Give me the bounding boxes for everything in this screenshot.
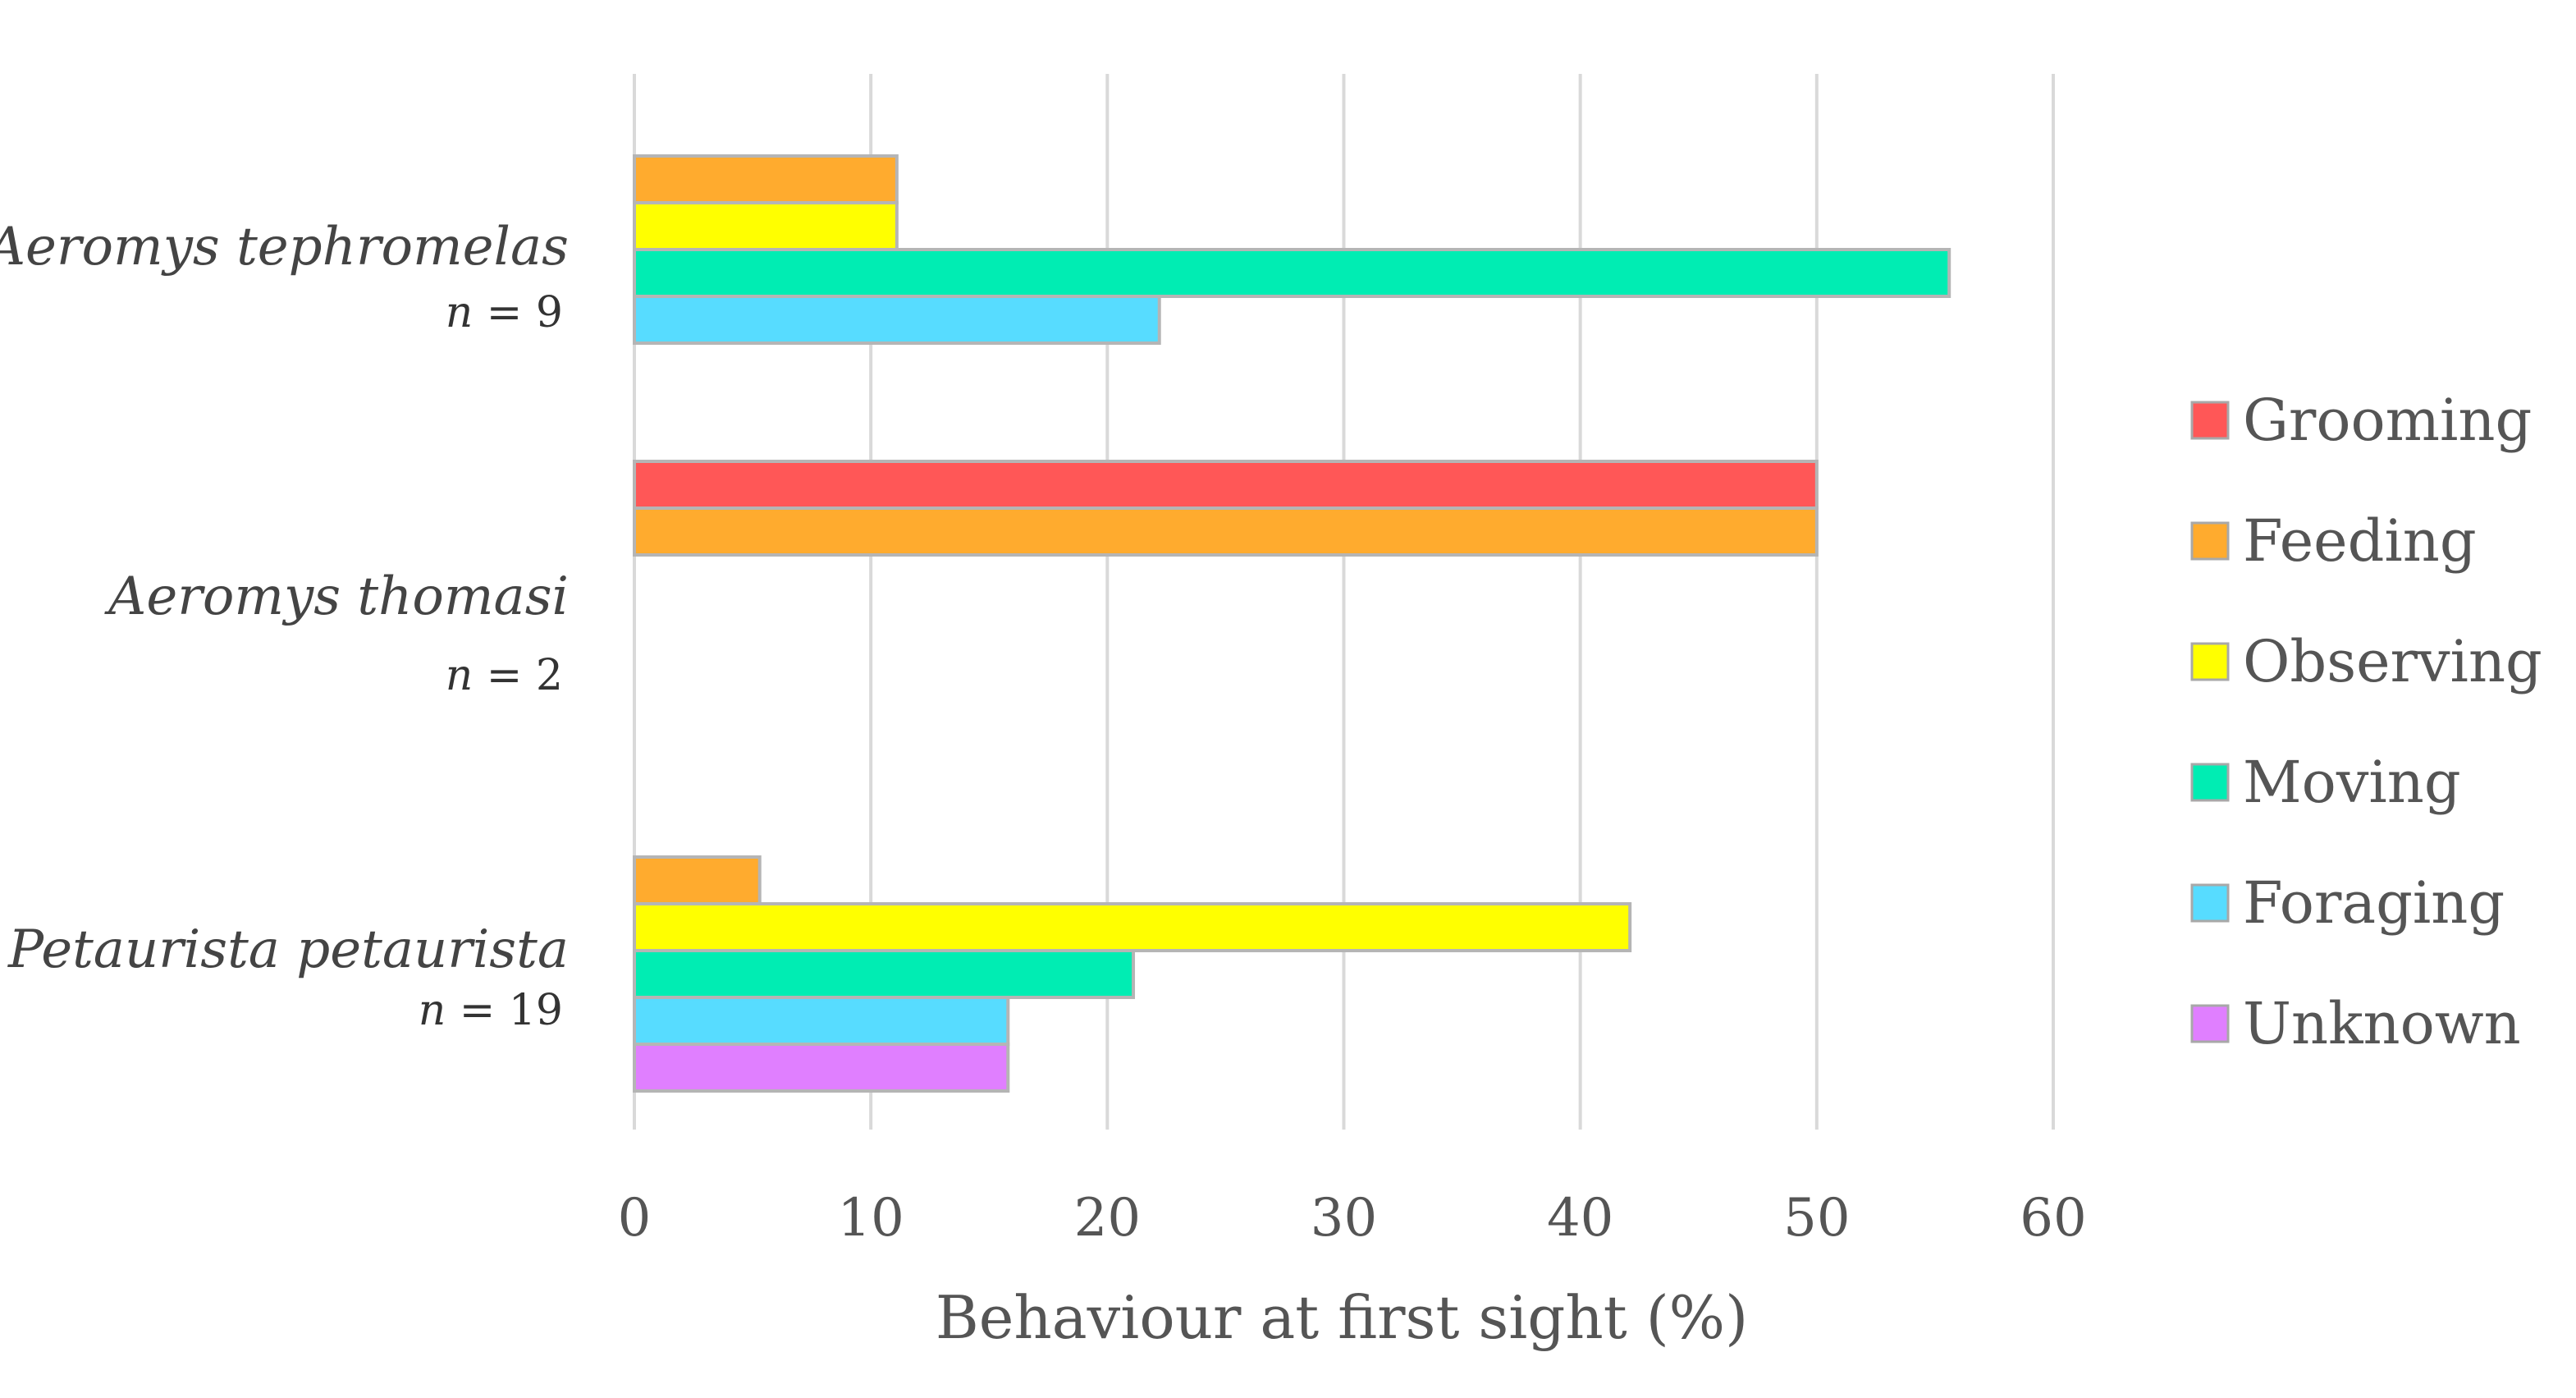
category-label: Petaurista petaurista [7,919,569,980]
x-tick-label: 40 [1547,1188,1613,1249]
x-axis-ticks: 0 10 20 30 40 50 60 [618,1188,2087,1249]
y-axis-categories: Aeromys tephromelas n = 9 Aeromys thomasi n… [0,217,569,1035]
x-axis-title: Behaviour at first sight (%) [936,1283,1748,1352]
legend-label-grooming: Grooming [2243,387,2532,454]
legend-label-observing: Observing [2243,628,2542,695]
legend-label-moving: Moving [2243,749,2461,816]
legend-swatch-feeding [2190,521,2230,561]
x-tick-label: 0 [618,1188,652,1249]
bar-feeding-3 [633,855,762,905]
category-n-label: n = 9 [446,288,563,337]
category-n-label: n = 2 [446,651,563,700]
x-tick-label: 10 [837,1188,904,1249]
category-n-value: = 19 [446,986,563,1035]
legend: Grooming Feeding Observing Moving Foraging Un… [2190,387,2542,1057]
legend-swatch-observing [2190,642,2230,681]
legend-swatch-unknown [2190,1004,2230,1043]
category-n-symbol: n [419,986,446,1035]
legend-label-unknown: Unknown [2243,990,2521,1057]
legend-label-foraging: Foraging [2243,869,2505,937]
legend-label-feeding: Feeding [2243,507,2477,575]
bar-foraging-1 [633,295,1161,345]
category-n-symbol: n [446,651,474,700]
bar-feeding-2 [633,506,1819,557]
category-n-value: = 2 [473,651,563,700]
category-label: Aeromys thomasi [104,566,569,627]
category-n-value: = 9 [473,288,563,337]
x-tick-label: 30 [1311,1188,1377,1249]
bar-foraging-3 [633,996,1010,1046]
category-n-symbol: n [446,288,474,337]
bar-moving-1 [633,248,1951,298]
legend-swatch-moving [2190,763,2230,802]
bar-moving-3 [633,949,1136,999]
legend-swatch-grooming [2190,401,2230,440]
bar-feeding-1 [633,154,899,204]
category-n-label: n = 19 [419,986,563,1035]
x-tick-label: 20 [1074,1188,1141,1249]
bars [633,154,1951,1093]
x-tick-label: 60 [2020,1188,2086,1249]
legend-swatch-foraging [2190,883,2230,923]
bar-observing-1 [633,201,899,251]
x-tick-label: 50 [1783,1188,1850,1249]
bar-unknown-3 [633,1043,1010,1093]
bar-grooming-2 [633,460,1819,510]
category-label: Aeromys tephromelas [0,217,569,277]
bar-observing-3 [633,902,1632,952]
